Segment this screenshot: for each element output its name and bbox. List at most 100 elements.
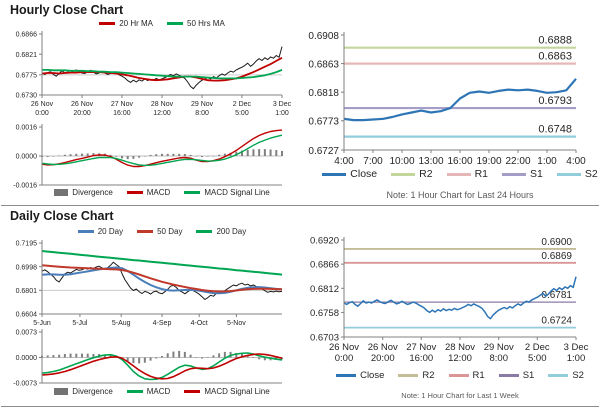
daily-pivot-chart: 0.6900 0.6869 0.6781 0.6724 0.6920 0.6866 0.68… bbox=[302, 224, 600, 408]
legend-line-swatch bbox=[446, 172, 471, 176]
legend-item: Close bbox=[336, 370, 384, 381]
divergence-bar bbox=[218, 154, 221, 156]
legend-label: 50 Day bbox=[157, 227, 183, 236]
divergence-bar bbox=[246, 355, 249, 358]
x-tick-label: 5:00 bbox=[528, 353, 547, 364]
x-tick-label: 4:00 bbox=[334, 156, 354, 167]
divergence-bar bbox=[115, 156, 118, 157]
daily-chart-title: Daily Close Chart bbox=[10, 209, 114, 223]
x-tick-label: 26 Nov bbox=[31, 101, 54, 108]
legend-line-swatch bbox=[77, 230, 94, 233]
x-tick-label: 8:00 bbox=[195, 110, 209, 117]
chart-note: Note: 1 Hour Chart for Last 24 Hours bbox=[386, 190, 534, 200]
divergence-bar bbox=[223, 153, 226, 156]
y-tick-label: 0.6866 bbox=[310, 260, 339, 271]
divergence-bar bbox=[69, 154, 72, 156]
hourly_macd-plot: 0.0016 0.0000 -0.0016 bbox=[13, 124, 283, 190]
x-tick-label: 16:00 bbox=[409, 353, 433, 364]
divergence-bar bbox=[58, 354, 61, 358]
legend-label: MACD bbox=[146, 188, 171, 197]
x-tick-label: 26 Nov bbox=[329, 342, 359, 353]
divergence-bar bbox=[241, 354, 243, 358]
hourly-price-chart: 0.6866 0.6821 0.6775 0.6730 26 Nov 0:00 26 Nov… bbox=[6, 18, 298, 124]
divergence-bar bbox=[46, 355, 49, 358]
legend-line-swatch bbox=[391, 172, 416, 176]
divergence-bar bbox=[212, 155, 215, 157]
y-tick-label: 0.6818 bbox=[308, 88, 339, 99]
y-tick-label: 0.6863 bbox=[308, 59, 339, 70]
divergence-bar bbox=[155, 357, 158, 359]
divergence-bar bbox=[172, 153, 175, 156]
divergence-bar bbox=[63, 354, 66, 358]
x-tick-label: 4-Oct bbox=[191, 320, 208, 327]
legend-item: 50 Hrs MA bbox=[167, 19, 225, 28]
legend-line-swatch bbox=[137, 230, 154, 233]
y-tick-label: 0.6727 bbox=[308, 146, 339, 157]
chart-legend: Close R2 R1 S1 S2 bbox=[336, 370, 584, 381]
chart-legend: 20 Hr MA 50 Hrs MA bbox=[42, 19, 282, 28]
legend-line-swatch bbox=[336, 374, 357, 377]
legend-line-swatch bbox=[398, 374, 419, 377]
x-tick-label: 1:00 bbox=[275, 110, 289, 117]
divergence-bar bbox=[63, 154, 66, 156]
x-tick-label: 10:00 bbox=[389, 156, 414, 167]
legend-item: Divergence bbox=[54, 188, 113, 197]
x-tick-label: 19:00 bbox=[476, 156, 501, 167]
y-tick-label: 0.7195 bbox=[16, 241, 38, 248]
y-tick-label: 0.6812 bbox=[310, 284, 339, 295]
divergence-bar bbox=[246, 149, 249, 156]
x-tick-label: 28 Nov bbox=[445, 342, 475, 353]
hourly-macd-chart: 0.0016 0.0000 -0.0016 Divergence MACD MACD Si… bbox=[6, 122, 298, 206]
divergence-bar bbox=[138, 156, 141, 158]
legend-item: Divergence bbox=[54, 387, 113, 396]
x-tick-label: 3 Dec bbox=[273, 101, 292, 108]
y-tick-label: 0.6775 bbox=[16, 72, 38, 79]
legend-label: MACD bbox=[146, 387, 171, 396]
legend-item: R1 bbox=[448, 370, 485, 381]
y-tick-label: 0.6998 bbox=[16, 264, 38, 271]
pivot-level-label: 0.6781 bbox=[541, 290, 572, 301]
legend-item: 50 Day bbox=[137, 227, 182, 236]
divergence-bar bbox=[155, 154, 158, 156]
divergence-bar bbox=[69, 353, 72, 358]
divergence-bar bbox=[195, 156, 198, 157]
legend-item: MACD Signal Line bbox=[184, 188, 270, 197]
x-tick-label: 26 Nov bbox=[368, 342, 398, 353]
chart-legend: Divergence MACD MACD Signal Line bbox=[42, 188, 282, 197]
divergence-bar bbox=[206, 357, 209, 358]
y-tick-label: 0.6758 bbox=[310, 308, 339, 319]
legend-label: Divergence bbox=[72, 387, 113, 396]
legend-bar-swatch bbox=[54, 189, 69, 196]
divergence-bar bbox=[201, 357, 203, 359]
x-tick-label: 29 Nov bbox=[484, 342, 514, 353]
divergence-bar bbox=[183, 154, 186, 156]
y-tick-label: 0.0016 bbox=[16, 125, 38, 132]
divergence-bar bbox=[235, 352, 238, 358]
x-tick-label: 29 Nov bbox=[191, 101, 214, 108]
legend-item: S1 bbox=[498, 370, 534, 381]
legend-label: R2 bbox=[422, 370, 435, 381]
x-tick-label: 28 Nov bbox=[151, 101, 174, 108]
y-tick-label: -0.0073 bbox=[13, 381, 37, 388]
legend-item: 20 Day bbox=[77, 227, 123, 236]
legend-bar-swatch bbox=[54, 388, 69, 395]
series-macd bbox=[41, 352, 283, 381]
divergence-bar bbox=[132, 357, 135, 364]
hourly_pivot-plot: 0.6888 0.6863 0.6793 0.6748 0.6908 0.6863 0.68… bbox=[308, 31, 586, 167]
x-tick-label: 1:00 bbox=[567, 353, 586, 364]
legend-line-swatch bbox=[448, 374, 469, 377]
divergence-bar bbox=[103, 354, 106, 358]
divergence-bar bbox=[143, 156, 146, 157]
divergence-bar bbox=[178, 153, 181, 156]
x-tick-label: 13:00 bbox=[418, 156, 443, 167]
legend-line-swatch bbox=[126, 390, 143, 393]
divergence-bar bbox=[52, 156, 55, 157]
x-tick-label: 1:00 bbox=[537, 156, 557, 167]
divergence-bar bbox=[86, 353, 89, 358]
legend-line-swatch bbox=[184, 390, 201, 393]
x-tick-label: 5-Nov bbox=[227, 320, 246, 327]
x-tick-label: 5-Jun bbox=[33, 320, 51, 327]
divergence-bar bbox=[121, 156, 123, 159]
divergence-bar bbox=[241, 150, 243, 156]
divergence-bar bbox=[269, 149, 272, 156]
